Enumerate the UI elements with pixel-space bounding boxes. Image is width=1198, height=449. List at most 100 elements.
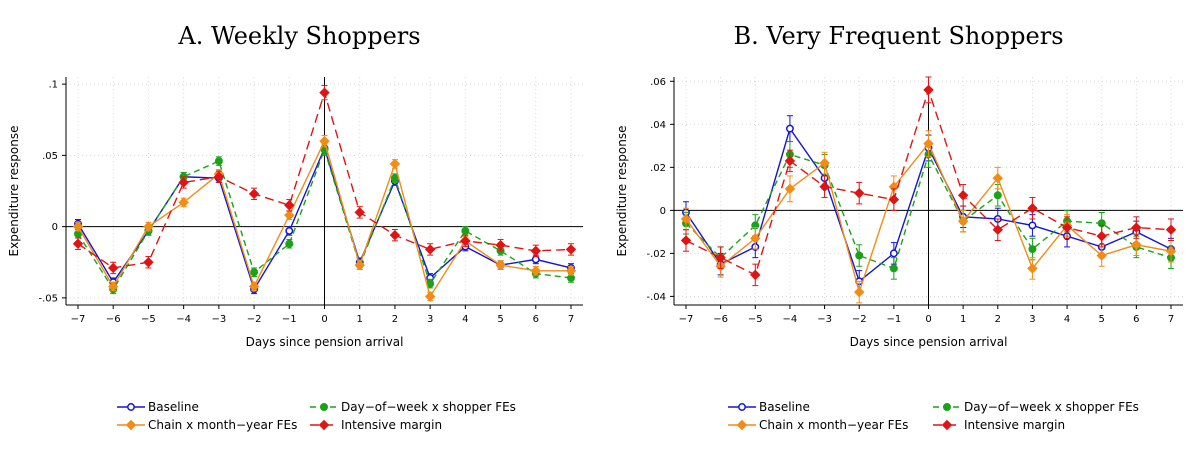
y-tick-label: -.05	[38, 293, 58, 304]
y-tick-label: 0	[52, 222, 58, 233]
legend-marker	[320, 403, 328, 411]
x-tick-label: 7	[568, 314, 574, 325]
legend-marker	[941, 419, 953, 431]
data-point-chain	[143, 221, 154, 232]
y-tick-label: -.02	[646, 249, 666, 260]
y-axis-label: Expenditure response	[615, 126, 629, 257]
data-point-dow	[285, 239, 294, 248]
data-point-chain	[108, 281, 119, 292]
data-point-chain	[1165, 246, 1177, 257]
legend-swatch-intensive	[310, 419, 338, 431]
x-tick-label: −5	[748, 314, 763, 325]
x-tick-label: 4	[1064, 314, 1070, 325]
y-tick-label: 0	[660, 206, 666, 217]
data-point-chain	[72, 221, 84, 232]
x-tick-label: −4	[783, 314, 798, 325]
data-point-intensive	[1027, 203, 1038, 214]
data-point-chain	[784, 183, 796, 195]
x-tick-label: −5	[141, 314, 156, 325]
data-point-intensive	[715, 252, 726, 263]
x-tick-label: −1	[886, 314, 901, 325]
legend-label: Day−of−week x shopper FEs	[964, 400, 1139, 414]
data-point-chain	[389, 158, 401, 170]
x-tick-label: 2	[392, 314, 398, 325]
x-tick-label: 0	[925, 314, 931, 325]
data-point-intensive	[957, 190, 969, 201]
data-point-dow	[1028, 245, 1037, 254]
x-tick-label: 4	[462, 314, 468, 325]
data-point-chain	[680, 213, 692, 225]
x-tick-label: 6	[1133, 314, 1139, 325]
series-intensive	[72, 85, 577, 275]
x-tick-label: −6	[106, 314, 121, 325]
data-point-chain	[854, 286, 865, 298]
data-point-chain	[565, 265, 577, 277]
y-tick-label: .04	[650, 120, 666, 131]
data-point-dow	[214, 157, 223, 166]
data-point-chain	[1131, 239, 1142, 250]
y-axis-label: Expenditure response	[7, 126, 21, 257]
legend-swatch-chain	[728, 419, 756, 431]
x-tick-label: −7	[679, 314, 694, 325]
data-point-baseline	[889, 249, 898, 258]
data-point-intensive	[888, 194, 900, 205]
y-tick-label: .05	[42, 151, 58, 162]
data-point-chain	[1096, 250, 1107, 261]
y-tick-label: .06	[650, 77, 666, 88]
data-point-intensive	[319, 87, 330, 98]
legend-marker	[125, 419, 137, 431]
legend-swatch-baseline	[728, 403, 756, 411]
data-point-intensive	[1061, 222, 1073, 233]
data-point-chain	[354, 259, 365, 271]
weekly-shoppers-chart: -.05 0 .05 .1 −7 −6 −5 −4 −3 −2 −1 0 1 2 3 4 5 6 7 Days sin…	[7, 77, 583, 349]
data-point-intensive	[284, 200, 295, 211]
y-tick-label: -.04	[646, 292, 666, 303]
x-tick-label: 3	[427, 314, 433, 325]
data-point-chain	[1027, 263, 1038, 274]
legend-label: Day−of−week x shopper FEs	[341, 400, 516, 414]
data-point-intensive	[992, 224, 1003, 235]
data-point-intensive	[565, 244, 577, 255]
data-point-chain	[495, 259, 506, 271]
data-point-intensive	[389, 229, 401, 241]
data-point-intensive	[460, 235, 471, 247]
very-frequent-shoppers-chart: -.04 -.02 0 .02 .04 .06 −7 −6 −5 −4 −3 −2 −1 0 1 2 3 4 5 6 7…	[615, 76, 1183, 349]
data-point-intensive	[72, 238, 84, 249]
data-point-intensive	[819, 181, 830, 192]
legend-marker	[943, 403, 951, 411]
x-tick-label: 6	[533, 314, 539, 325]
data-point-intensive	[495, 239, 506, 251]
data-point-chain	[992, 172, 1003, 184]
x-tick-label: 7	[1168, 314, 1174, 325]
x-tick-label: −3	[817, 314, 832, 325]
legend-label: Intensive margin	[341, 418, 443, 432]
data-point-intensive	[923, 84, 934, 96]
series-intensive	[680, 76, 1177, 287]
data-point-chain	[819, 157, 830, 169]
legend-label: Intensive margin	[964, 418, 1066, 432]
legend-marker	[738, 403, 746, 411]
legend-swatch-dow	[933, 403, 961, 411]
data-point-intensive	[424, 244, 436, 255]
data-point-intensive	[1131, 222, 1142, 233]
series-chain	[72, 134, 577, 302]
data-point-chain	[178, 197, 189, 208]
data-point-dow	[461, 226, 470, 235]
data-point-dow	[250, 268, 259, 277]
data-point-chain	[424, 291, 436, 302]
data-point-intensive	[854, 187, 865, 199]
data-point-dow	[889, 264, 898, 273]
data-point-intensive	[354, 207, 365, 218]
x-axis-label: Days since pension arrival	[850, 335, 1008, 349]
data-point-baseline	[1028, 221, 1037, 230]
data-point-intensive	[143, 257, 154, 268]
x-tick-label: 2	[995, 314, 1001, 325]
x-tick-label: 0	[321, 314, 327, 325]
data-point-intensive	[750, 269, 761, 281]
legend-label: Chain x month−year FEs	[759, 418, 909, 432]
data-point-intensive	[213, 171, 225, 182]
legend-label: Baseline	[148, 400, 199, 414]
data-point-intensive	[784, 155, 796, 167]
x-tick-label: 1	[960, 314, 966, 325]
x-tick-label: 5	[1099, 314, 1105, 325]
